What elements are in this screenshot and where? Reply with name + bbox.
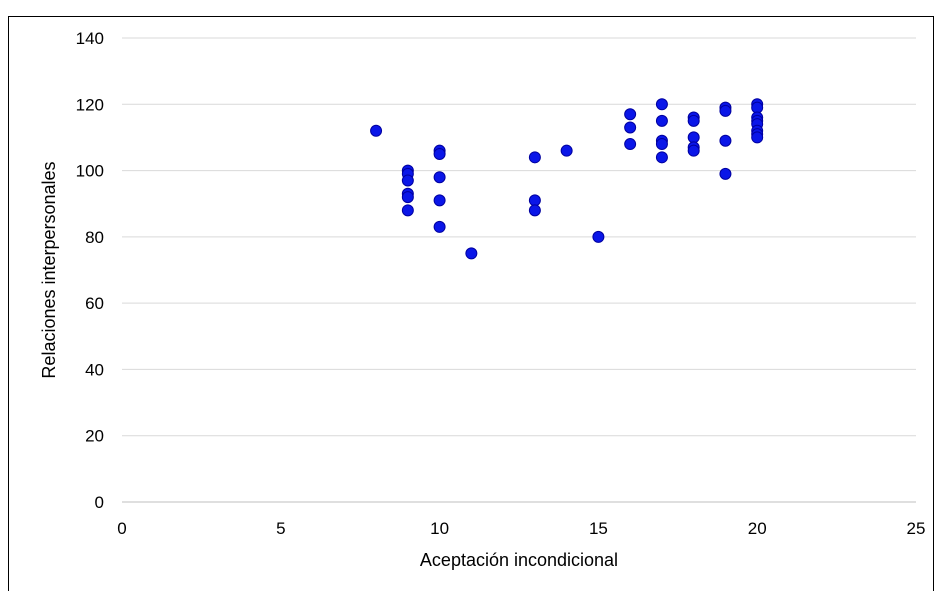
y-tick-label: 60 (85, 294, 104, 313)
data-point (370, 124, 383, 137)
data-point (655, 138, 668, 151)
data-point (433, 194, 446, 207)
x-tick-label: 20 (748, 519, 767, 538)
y-tick-label: 120 (76, 95, 104, 114)
gridlines (122, 37, 916, 437)
data-point (719, 134, 732, 147)
data-point (560, 144, 573, 157)
data-point (433, 148, 446, 160)
data-point (528, 151, 541, 164)
x-tick-labels: 0 5 10 15 20 25 (117, 519, 925, 538)
data-point (592, 230, 605, 243)
data-point (433, 220, 446, 233)
data-point (401, 174, 414, 187)
y-tick-label: 20 (85, 427, 104, 446)
y-tick-label: 40 (85, 360, 104, 379)
x-tick-label: 25 (907, 519, 926, 538)
x-tick-label: 0 (117, 519, 126, 538)
data-point (624, 138, 637, 151)
data-point (655, 98, 668, 111)
data-point (687, 114, 700, 127)
data-point (655, 151, 668, 164)
data-points (370, 98, 764, 260)
y-tick-label: 0 (95, 493, 104, 512)
data-point (433, 171, 446, 184)
data-point (687, 131, 700, 144)
data-point (528, 194, 541, 207)
x-tick-label: 10 (430, 519, 449, 538)
data-point (655, 114, 668, 127)
data-point (751, 131, 764, 144)
y-tick-label: 100 (76, 162, 104, 181)
y-axis-title: Relaciones interpersonales (39, 161, 59, 378)
x-tick-label: 5 (276, 519, 285, 538)
data-point (624, 108, 637, 121)
y-tick-label: 140 (76, 29, 104, 48)
data-point (687, 144, 700, 157)
data-point (751, 101, 764, 114)
y-tick-label: 80 (85, 228, 104, 247)
data-point (401, 191, 414, 204)
data-point (624, 121, 637, 134)
data-point (719, 167, 732, 180)
y-tick-labels: 0 20 40 60 80 100 120 140 (76, 29, 104, 512)
x-tick-label: 15 (589, 519, 608, 538)
data-point (465, 247, 478, 260)
data-point (528, 204, 541, 217)
data-point (719, 104, 732, 117)
data-point (401, 204, 414, 217)
chart-frame (8, 16, 934, 591)
x-axis-title: Aceptación incondicional (420, 550, 618, 570)
